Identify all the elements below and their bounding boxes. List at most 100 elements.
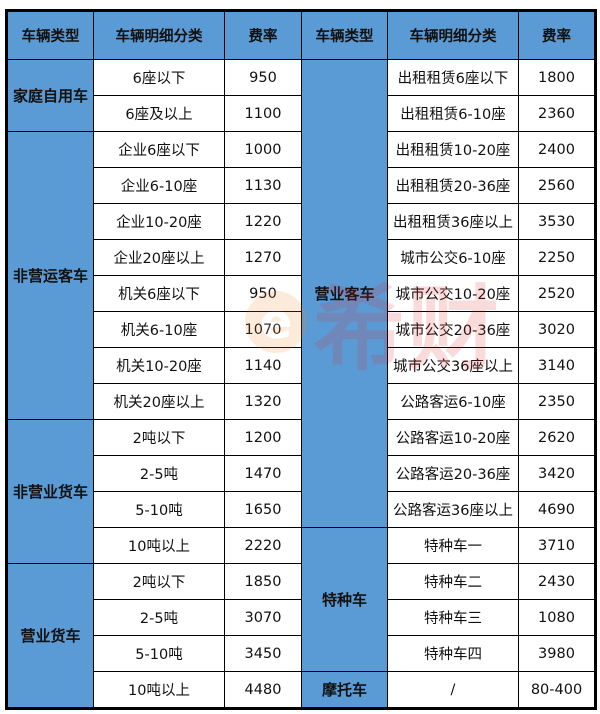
vehicle-detail-cell: 出租租赁10-20座 bbox=[387, 131, 519, 168]
vehicle-detail-cell: 出租租赁6-10座 bbox=[387, 95, 519, 132]
table-row: 非营运客车 企业6座以下 1000 出租租赁10-20座 2400 bbox=[6, 131, 596, 420]
table-row: 2-5吨 1470 公路客运20-36座 3420 bbox=[7, 455, 596, 492]
vehicle-type-cell: 摩托车 bbox=[301, 671, 388, 709]
header-vehicle-type: 车辆类型 bbox=[6, 10, 94, 60]
table-row: 2-5吨 3070 特种车三 1080 bbox=[7, 599, 596, 636]
vehicle-detail-cell: / bbox=[387, 671, 519, 709]
vehicle-type-cell: 家庭自用车 bbox=[6, 59, 94, 132]
vehicle-detail-cell: 机关20座以上 bbox=[93, 383, 225, 420]
vehicle-type-cell: 非营业货车 bbox=[6, 419, 94, 564]
insurance-rate-table: 车辆类型 车辆明细分类 费率 车辆类型 车辆明细分类 费率 家庭自用车 6座以下 9… bbox=[5, 9, 597, 710]
vehicle-detail-cell: 公路客运36座以上 bbox=[387, 491, 519, 528]
table-row: 6座及以上 1100 出租租赁6-10座 2360 bbox=[7, 95, 596, 132]
vehicle-detail-cell: 10吨以上 bbox=[93, 527, 225, 564]
rate-cell: 2560 bbox=[518, 167, 596, 204]
vehicle-type-cell: 非营运客车 bbox=[6, 131, 94, 420]
table-row: 10吨以上 2220 特种车 特种车一 3710 bbox=[7, 527, 596, 672]
header-row: 车辆类型 车辆明细分类 费率 车辆类型 车辆明细分类 费率 bbox=[6, 10, 596, 60]
table-row: 5-10吨 1650 公路客运36座以上 4690 bbox=[7, 491, 596, 528]
table-row: 营业货车 2吨以下 1850 特种车二 2430 bbox=[6, 563, 596, 709]
rate-cell: 4690 bbox=[518, 491, 596, 528]
rate-cell: 3450 bbox=[224, 635, 302, 672]
rate-cell: 950 bbox=[224, 59, 302, 96]
table-row: 机关6-10座 1070 城市公交20-36座 3020 bbox=[7, 311, 596, 348]
rate-cell: 2430 bbox=[518, 563, 596, 600]
vehicle-detail-cell: 出租租赁36座以上 bbox=[387, 203, 519, 240]
rate-cell: 3140 bbox=[518, 347, 596, 384]
vehicle-detail-cell: 2-5吨 bbox=[93, 455, 225, 492]
vehicle-detail-cell: 城市公交20-36座 bbox=[387, 311, 519, 348]
table-row: 企业6-10座 1130 出租租赁20-36座 2560 bbox=[7, 167, 596, 204]
vehicle-detail-cell: 企业20座以上 bbox=[93, 239, 225, 276]
vehicle-detail-cell: 6座以下 bbox=[93, 59, 225, 96]
rate-cell: 1850 bbox=[224, 563, 302, 600]
rate-cell: 1220 bbox=[224, 203, 302, 240]
rate-cell: 1130 bbox=[224, 167, 302, 204]
rate-cell: 1320 bbox=[224, 383, 302, 420]
table-row: 机关20座以上 1320 公路客运6-10座 2350 bbox=[7, 383, 596, 420]
header-vehicle-detail: 车辆明细分类 bbox=[387, 10, 519, 60]
rate-cell: 2350 bbox=[518, 383, 596, 420]
vehicle-detail-cell: 特种车三 bbox=[387, 599, 519, 636]
header-rate: 费率 bbox=[518, 10, 596, 60]
rate-cell: 3710 bbox=[518, 527, 596, 564]
vehicle-detail-cell: 机关6-10座 bbox=[93, 311, 225, 348]
vehicle-detail-cell: 机关6座以下 bbox=[93, 275, 225, 312]
table-row: 企业20座以上 1270 城市公交6-10座 2250 bbox=[7, 239, 596, 276]
header-vehicle-detail: 车辆明细分类 bbox=[93, 10, 225, 60]
rate-cell: 1140 bbox=[224, 347, 302, 384]
vehicle-detail-cell: 企业6座以下 bbox=[93, 131, 225, 168]
table-row: 机关10-20座 1140 城市公交36座以上 3140 bbox=[7, 347, 596, 384]
rate-cell: 3070 bbox=[224, 599, 302, 636]
rate-cell: 2360 bbox=[518, 95, 596, 132]
vehicle-detail-cell: 特种车四 bbox=[387, 635, 519, 672]
vehicle-detail-cell: 特种车一 bbox=[387, 527, 519, 564]
rate-cell: 2520 bbox=[518, 275, 596, 312]
table-row: 机关6座以下 950 城市公交10-20座 2520 bbox=[7, 275, 596, 312]
table-row: 非营业货车 2吨以下 1200 公路客运10-20座 2620 bbox=[6, 419, 596, 564]
vehicle-detail-cell: 城市公交36座以上 bbox=[387, 347, 519, 384]
rate-cell: 1470 bbox=[224, 455, 302, 492]
vehicle-detail-cell: 机关10-20座 bbox=[93, 347, 225, 384]
rate-cell: 2620 bbox=[518, 419, 596, 456]
rate-cell: 1100 bbox=[224, 95, 302, 132]
vehicle-detail-cell: 出租租赁20-36座 bbox=[387, 167, 519, 204]
header-rate: 费率 bbox=[224, 10, 302, 60]
vehicle-detail-cell: 10吨以上 bbox=[93, 671, 225, 709]
vehicle-detail-cell: 公路客运20-36座 bbox=[387, 455, 519, 492]
rate-cell: 1270 bbox=[224, 239, 302, 276]
rate-cell: 80-400 bbox=[518, 671, 596, 709]
rate-cell: 2250 bbox=[518, 239, 596, 276]
vehicle-detail-cell: 2吨以下 bbox=[93, 419, 225, 456]
rate-cell: 3530 bbox=[518, 203, 596, 240]
table-row: 5-10吨 3450 特种车四 3980 bbox=[7, 635, 596, 672]
vehicle-type-cell: 特种车 bbox=[301, 527, 388, 672]
vehicle-detail-cell: 公路客运10-20座 bbox=[387, 419, 519, 456]
vehicle-detail-cell: 5-10吨 bbox=[93, 635, 225, 672]
rate-cell: 1200 bbox=[224, 419, 302, 456]
table-row: 企业10-20座 1220 出租租赁36座以上 3530 bbox=[7, 203, 596, 240]
rate-cell: 1650 bbox=[224, 491, 302, 528]
table-row: 家庭自用车 6座以下 950 营业客车 出租租赁6座以下 1800 bbox=[6, 59, 596, 528]
rate-cell: 950 bbox=[224, 275, 302, 312]
vehicle-type-cell: 营业客车 bbox=[301, 59, 388, 528]
vehicle-detail-cell: 2-5吨 bbox=[93, 599, 225, 636]
vehicle-type-cell: 营业货车 bbox=[6, 563, 94, 709]
rate-cell: 2220 bbox=[224, 527, 302, 564]
vehicle-detail-cell: 6座及以上 bbox=[93, 95, 225, 132]
vehicle-detail-cell: 特种车二 bbox=[387, 563, 519, 600]
rate-cell: 2400 bbox=[518, 131, 596, 168]
vehicle-detail-cell: 城市公交10-20座 bbox=[387, 275, 519, 312]
rate-cell: 1800 bbox=[518, 59, 596, 96]
rate-cell: 1000 bbox=[224, 131, 302, 168]
rate-cell: 3020 bbox=[518, 311, 596, 348]
vehicle-detail-cell: 企业10-20座 bbox=[93, 203, 225, 240]
vehicle-detail-cell: 公路客运6-10座 bbox=[387, 383, 519, 420]
vehicle-detail-cell: 2吨以下 bbox=[93, 563, 225, 600]
vehicle-detail-cell: 企业6-10座 bbox=[93, 167, 225, 204]
vehicle-detail-cell: 城市公交6-10座 bbox=[387, 239, 519, 276]
rate-cell: 4480 bbox=[224, 671, 302, 709]
rate-cell: 3980 bbox=[518, 635, 596, 672]
header-vehicle-type: 车辆类型 bbox=[301, 10, 388, 60]
vehicle-detail-cell: 出租租赁6座以下 bbox=[387, 59, 519, 96]
